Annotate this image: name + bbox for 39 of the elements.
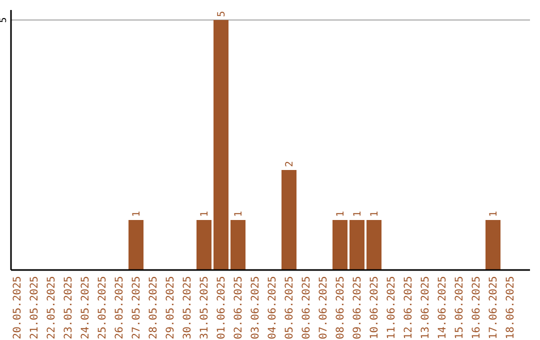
x-tick-label: 21.05.2025 — [28, 276, 41, 340]
x-tick-label: 08.06.2025 — [334, 276, 347, 340]
x-tick-label: 12.06.2025 — [402, 276, 415, 340]
data-label: 5 — [216, 10, 228, 17]
x-tick-label: 01.06.2025 — [216, 276, 228, 340]
data-label: 1 — [132, 210, 142, 217]
x-tick-label: 30.05.2025 — [182, 276, 194, 340]
x-tick-label: 22.05.2025 — [46, 276, 58, 340]
x-tick-label: 02.06.2025 — [232, 276, 245, 340]
data-label: 1 — [370, 210, 380, 217]
x-tick-label: 23.05.2025 — [62, 276, 75, 340]
x-tick-label: 15.06.2025 — [454, 276, 466, 340]
x-tick-label: 14.06.2025 — [436, 276, 449, 340]
x-tick-label: 31.05.2025 — [198, 276, 211, 340]
x-tick-label: 10.06.2025 — [368, 276, 381, 340]
x-tick-label: 05.06.2025 — [284, 276, 296, 340]
x-tick-label: 17.06.2025 — [488, 276, 500, 340]
x-tick-label: 28.05.2025 — [148, 276, 160, 340]
data-label: 1 — [352, 210, 364, 217]
data-label: 1 — [488, 210, 500, 217]
data-label: 2 — [284, 160, 296, 167]
x-tick-label: 13.06.2025 — [420, 276, 432, 340]
x-tick-label: 03.06.2025 — [250, 276, 262, 340]
data-label: 1 — [336, 210, 346, 217]
x-tick-label: 27.05.2025 — [130, 276, 143, 340]
x-tick-label: 29.05.2025 — [164, 276, 177, 340]
data-label: 1 — [234, 210, 244, 217]
x-tick-label: 16.06.2025 — [470, 276, 483, 340]
x-tick-label: 24.05.2025 — [80, 276, 92, 340]
x-tick-label: 26.05.2025 — [114, 276, 126, 340]
x-tick-label: 07.06.2025 — [318, 276, 330, 340]
x-tick-label: 25.05.2025 — [96, 276, 109, 340]
x-tick-label: 09.06.2025 — [352, 276, 364, 340]
x-tick-label: 06.06.2025 — [300, 276, 313, 340]
data-label: 1 — [200, 210, 210, 217]
x-tick-label: 11.06.2025 — [386, 276, 398, 340]
x-tick-label: 20.05.2025 — [12, 276, 24, 340]
x-tick-label: 04.06.2025 — [266, 276, 279, 340]
x-tick-label: 18.06.2025 — [504, 276, 517, 340]
